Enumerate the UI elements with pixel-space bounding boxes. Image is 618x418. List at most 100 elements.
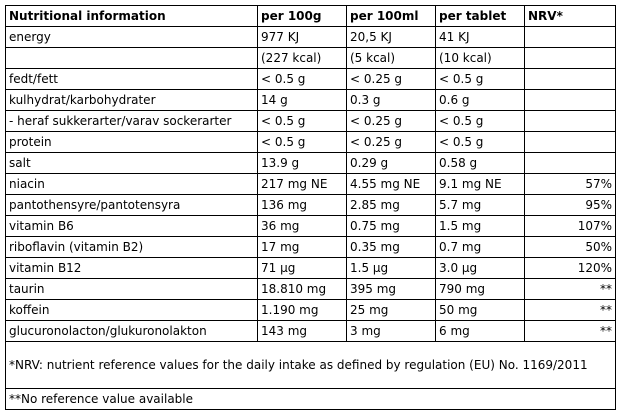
cell-nutrient: protein [5,131,258,153]
header-per-tablet: per tablet [435,5,525,27]
cell-per-tablet: (10 kcal) [435,47,525,69]
table-row: taurin 18.810 mg 395 mg 790 mg ** [5,278,616,300]
cell-per-100g: 18.810 mg [257,278,347,300]
cell-per-tablet: < 0.5 g [435,110,525,132]
cell-per-100g: 977 KJ [257,26,347,48]
cell-per-tablet: 50 mg [435,299,525,321]
table-row: riboflavin (vitamin B2) 17 mg 0.35 mg 0.7 m… [5,236,616,258]
header-per-100g: per 100g [257,5,347,27]
cell-per-100g: 1.190 mg [257,299,347,321]
table-header-row: Nutritional information per 100g per 100… [5,5,616,27]
cell-per-100g: < 0.5 g [257,68,347,90]
cell-nutrient: pantothensyre/pantotensyra [5,194,258,216]
cell-per-tablet: 1.5 mg [435,215,525,237]
cell-per-100g: 143 mg [257,320,347,342]
cell-per-tablet: 0.58 g [435,152,525,174]
cell-nrv [524,47,616,69]
cell-per-100ml: 25 mg [346,299,436,321]
footnote-nrv: *NRV: nutrient reference values for the … [5,341,616,389]
cell-per-100ml: 0.3 g [346,89,436,111]
cell-per-tablet: < 0.5 g [435,68,525,90]
cell-nrv: 120% [524,257,616,279]
table-row: fedt/fett < 0.5 g < 0.25 g < 0.5 g [5,68,616,90]
cell-per-100ml: 0.35 mg [346,236,436,258]
table-row: (227 kcal) (5 kcal) (10 kcal) [5,47,616,69]
cell-per-100g: (227 kcal) [257,47,347,69]
cell-nutrient: kulhydrat/karbohydrater [5,89,258,111]
cell-per-100ml: 0.29 g [346,152,436,174]
cell-nutrient: salt [5,152,258,174]
cell-per-100ml: 395 mg [346,278,436,300]
cell-per-tablet: 3.0 µg [435,257,525,279]
cell-per-100g: 13.9 g [257,152,347,174]
cell-per-100ml: 1.5 µg [346,257,436,279]
cell-nrv [524,110,616,132]
cell-nutrient: koffein [5,299,258,321]
cell-per-100ml: 20,5 KJ [346,26,436,48]
cell-per-100g: < 0.5 g [257,131,347,153]
cell-nutrient [5,47,258,69]
cell-per-tablet: 0.6 g [435,89,525,111]
cell-per-100ml: 2.85 mg [346,194,436,216]
cell-nutrient: vitamin B12 [5,257,258,279]
cell-per-100g: 17 mg [257,236,347,258]
cell-nutrient: energy [5,26,258,48]
table-row: protein < 0.5 g < 0.25 g < 0.5 g [5,131,616,153]
cell-nutrient: vitamin B6 [5,215,258,237]
cell-per-100ml: 3 mg [346,320,436,342]
table-row: niacin 217 mg NE 4.55 mg NE 9.1 mg NE 57% [5,173,616,195]
cell-per-tablet: < 0.5 g [435,131,525,153]
cell-nrv: ** [524,278,616,300]
cell-per-100g: 14 g [257,89,347,111]
cell-per-100ml: 4.55 mg NE [346,173,436,195]
cell-nutrient: taurin [5,278,258,300]
cell-per-100ml: < 0.25 g [346,131,436,153]
table-row: glucuronolacton/glukuronolakton 143 mg 3 m… [5,320,616,342]
cell-nutrient: riboflavin (vitamin B2) [5,236,258,258]
footnote-row: **No reference value available [5,388,616,410]
cell-per-100g: 36 mg [257,215,347,237]
cell-nrv [524,89,616,111]
cell-nrv: ** [524,320,616,342]
cell-nrv: 95% [524,194,616,216]
cell-nrv [524,152,616,174]
cell-per-100ml: (5 kcal) [346,47,436,69]
header-nrv: NRV* [524,5,616,27]
header-nutrient: Nutritional information [5,5,258,27]
cell-nrv: 57% [524,173,616,195]
table-row: - heraf sukkerarter/varav sockerarter < 0… [5,110,616,132]
cell-per-100ml: < 0.25 g [346,110,436,132]
cell-nutrient: fedt/fett [5,68,258,90]
cell-per-tablet: 0.7 mg [435,236,525,258]
cell-nutrient: niacin [5,173,258,195]
table-row: koffein 1.190 mg 25 mg 50 mg ** [5,299,616,321]
cell-nrv: 107% [524,215,616,237]
table-row: vitamin B6 36 mg 0.75 mg 1.5 mg 107% [5,215,616,237]
cell-nrv [524,26,616,48]
cell-per-tablet: 790 mg [435,278,525,300]
cell-per-tablet: 41 KJ [435,26,525,48]
footnote-row: *NRV: nutrient reference values for the … [5,341,616,389]
table-row: pantothensyre/pantotensyra 136 mg 2.85 mg 5… [5,194,616,216]
cell-per-100g: 136 mg [257,194,347,216]
table-row: kulhydrat/karbohydrater 14 g 0.3 g 0.6 g [5,89,616,111]
cell-per-100g: < 0.5 g [257,110,347,132]
cell-nrv [524,131,616,153]
cell-nutrient: - heraf sukkerarter/varav sockerarter [5,110,258,132]
cell-per-100ml: < 0.25 g [346,68,436,90]
header-per-100ml: per 100ml [346,5,436,27]
cell-nrv: ** [524,299,616,321]
nutrition-page: Nutritional information per 100g per 100… [5,5,616,410]
table-body: energy 977 KJ 20,5 KJ 41 KJ (227 kcal) (5 kca… [5,26,616,342]
cell-per-tablet: 6 mg [435,320,525,342]
nutrition-table: Nutritional information per 100g per 100… [5,5,616,410]
cell-per-100g: 71 µg [257,257,347,279]
table-row: salt 13.9 g 0.29 g 0.58 g [5,152,616,174]
cell-nutrient: glucuronolacton/glukuronolakton [5,320,258,342]
footnote-no-reference: **No reference value available [5,388,616,410]
cell-per-tablet: 5.7 mg [435,194,525,216]
cell-nrv [524,68,616,90]
table-row: vitamin B12 71 µg 1.5 µg 3.0 µg 120% [5,257,616,279]
cell-per-100g: 217 mg NE [257,173,347,195]
table-row: energy 977 KJ 20,5 KJ 41 KJ [5,26,616,48]
